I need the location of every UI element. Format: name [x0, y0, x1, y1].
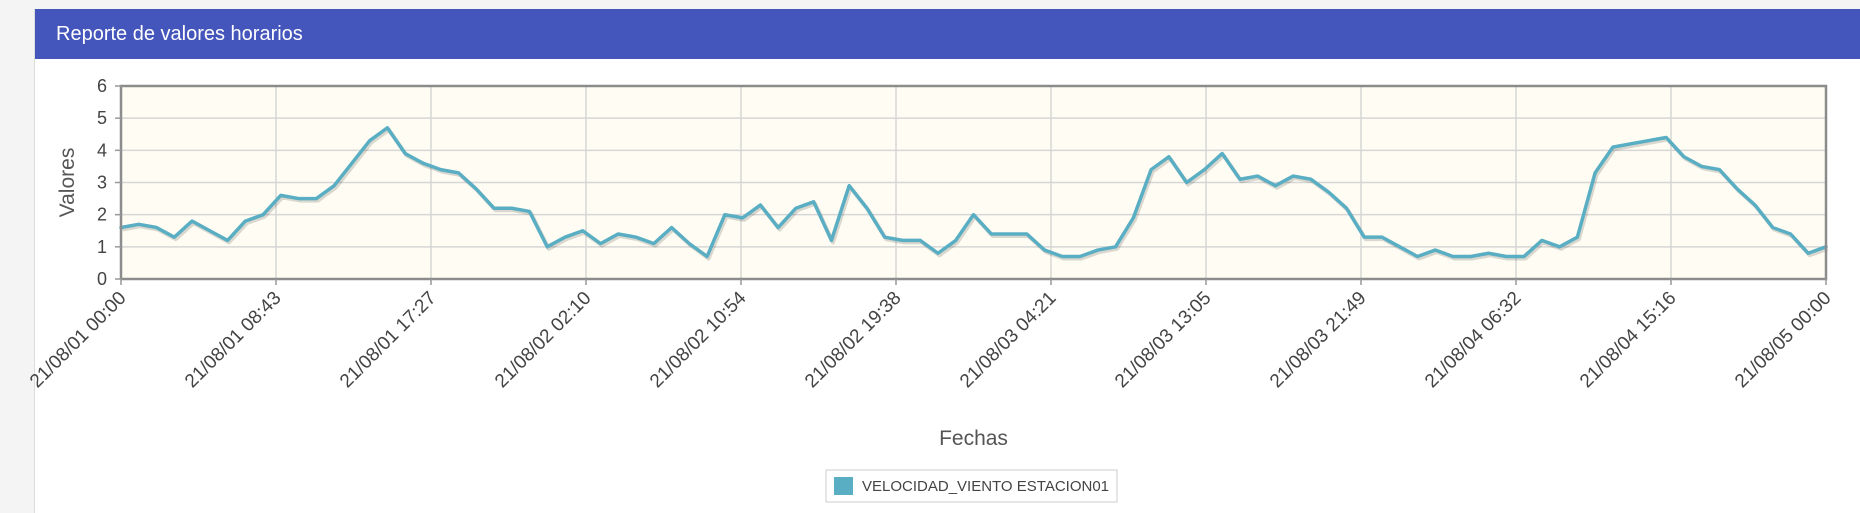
- y-tick-label: 2: [97, 205, 107, 225]
- x-axis: 21/08/01 00:00 21/08/01 08:43 21/08/01 17:…: [26, 279, 1836, 392]
- x-tick-label: 21/08/05 00:00: [1731, 288, 1836, 393]
- y-tick-label: 1: [97, 237, 107, 257]
- x-tick-label: 21/08/03 21:49: [1266, 288, 1371, 393]
- x-tick-label: 21/08/02 10:54: [646, 287, 751, 392]
- x-tick-label: 21/08/03 04:21: [956, 288, 1061, 393]
- x-tick-label: 21/08/04 06:32: [1421, 288, 1526, 393]
- legend-label: VELOCIDAD_VIENTO ESTACION01: [862, 478, 1109, 495]
- x-tick-label: 21/08/01 00:00: [26, 288, 131, 393]
- x-axis-title: Fechas: [939, 427, 1008, 450]
- y-tick-label: 5: [97, 108, 107, 128]
- y-tick-label: 4: [97, 140, 107, 160]
- x-tick-label: 21/08/01 08:43: [181, 288, 286, 393]
- y-tick-label: 3: [97, 173, 107, 193]
- y-axis: 0 1 2 3 4 5 6: [97, 76, 121, 289]
- series-layer: [119, 126, 1829, 261]
- y-axis-title: Valores: [56, 148, 79, 218]
- panel-title: Reporte de valores horarios: [56, 23, 303, 45]
- legend-box: [825, 469, 1118, 503]
- legend[interactable]: VELOCIDAD_VIENTO ESTACION01: [825, 469, 1118, 503]
- series-line: [119, 126, 1828, 259]
- panel-header: Reporte de valores horarios: [35, 9, 1860, 59]
- x-tick-label: 21/08/03 13:05: [1111, 288, 1216, 393]
- legend-swatch: [834, 477, 853, 495]
- y-tick-label: 6: [97, 76, 107, 96]
- y-tick-label: 0: [97, 269, 107, 289]
- x-tick-label: 21/08/01 17:27: [336, 288, 441, 393]
- x-tick-label: 21/08/04 15:16: [1576, 288, 1681, 393]
- x-tick-label: 21/08/02 19:38: [801, 288, 906, 393]
- x-tick-label: 21/08/02 02:10: [491, 288, 596, 393]
